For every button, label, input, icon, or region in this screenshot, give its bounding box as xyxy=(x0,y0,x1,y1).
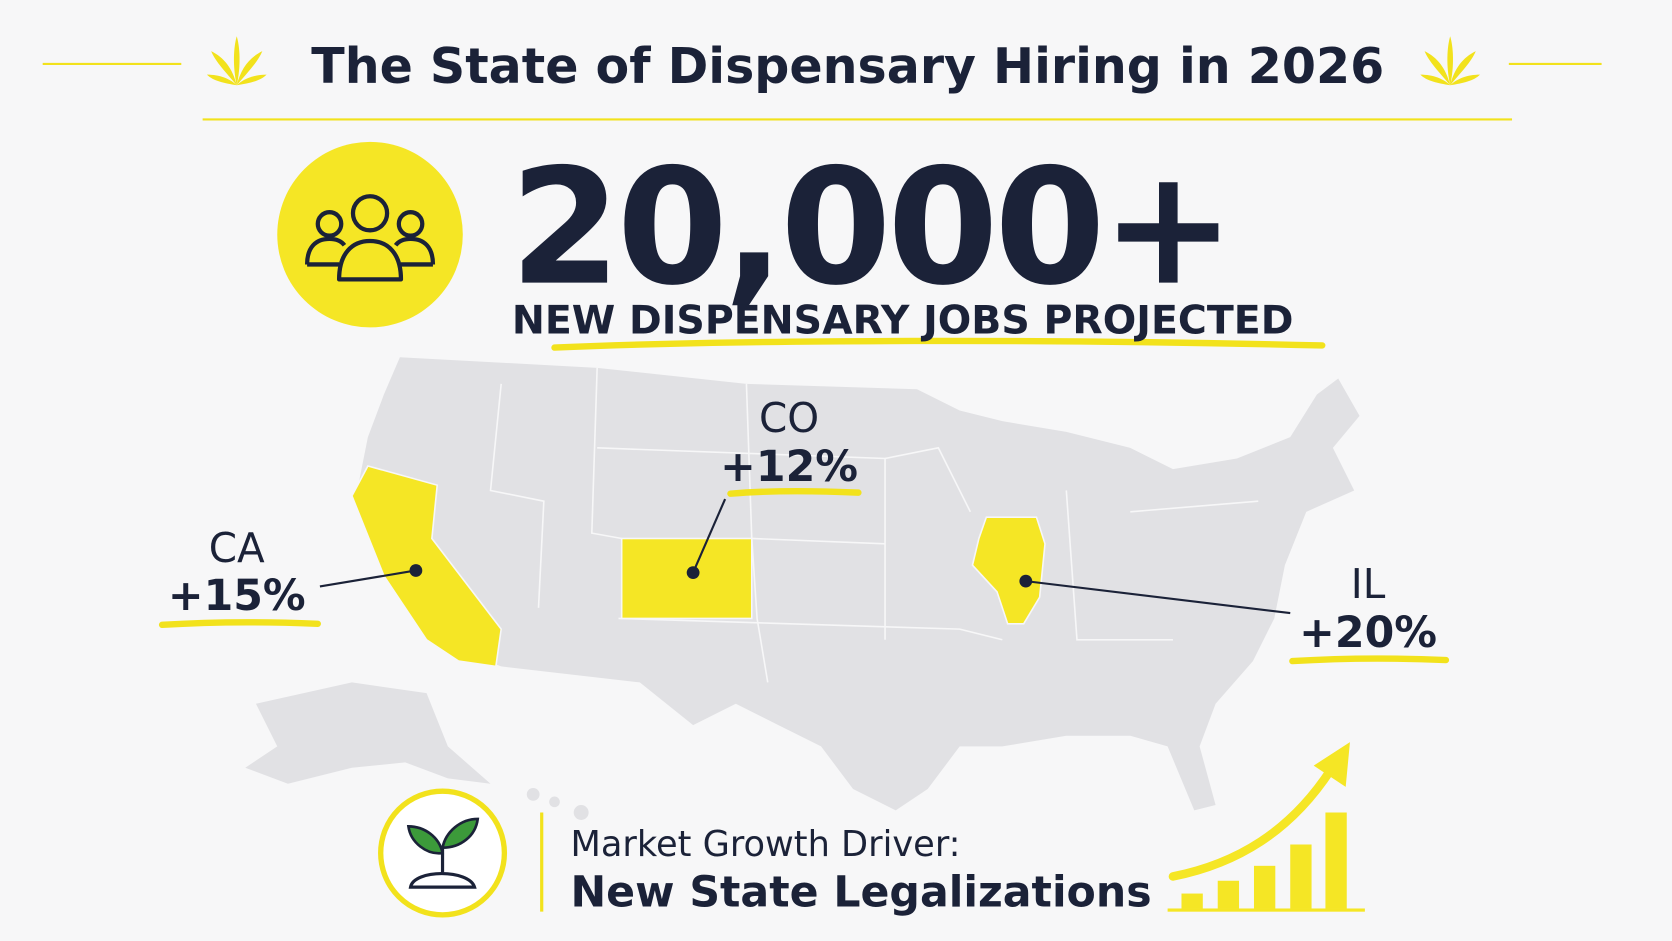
people-badge xyxy=(277,141,463,328)
state-co xyxy=(620,537,753,620)
state-change: +20% xyxy=(1299,608,1437,658)
sprout-icon xyxy=(406,817,480,889)
state-code: CO xyxy=(759,394,819,442)
us-map xyxy=(245,357,1360,820)
leaf-icon xyxy=(206,36,1481,86)
leader-lines xyxy=(319,498,1291,615)
footer-label: Market Growth Driver: xyxy=(570,824,960,865)
caption-underline xyxy=(551,337,1326,351)
title: The State of Dispensary Hiring in 2026 xyxy=(311,37,1384,95)
state-ca xyxy=(351,465,503,668)
state-change: +12% xyxy=(720,442,858,492)
headline-value: 20,000+ xyxy=(510,135,1231,321)
people-icon xyxy=(304,194,436,282)
state-code: CA xyxy=(209,524,265,572)
state-code: IL xyxy=(1351,560,1386,608)
footer-value: New State Legalizations xyxy=(570,867,1151,917)
headline-caption: NEW DISPENSARY JOBS PROJECTED xyxy=(512,298,1294,344)
state-change: +15% xyxy=(168,571,306,621)
state-il xyxy=(971,516,1046,625)
state-dots xyxy=(409,564,1033,588)
growth-icon xyxy=(1167,742,1365,912)
label-underlines xyxy=(158,487,1450,665)
